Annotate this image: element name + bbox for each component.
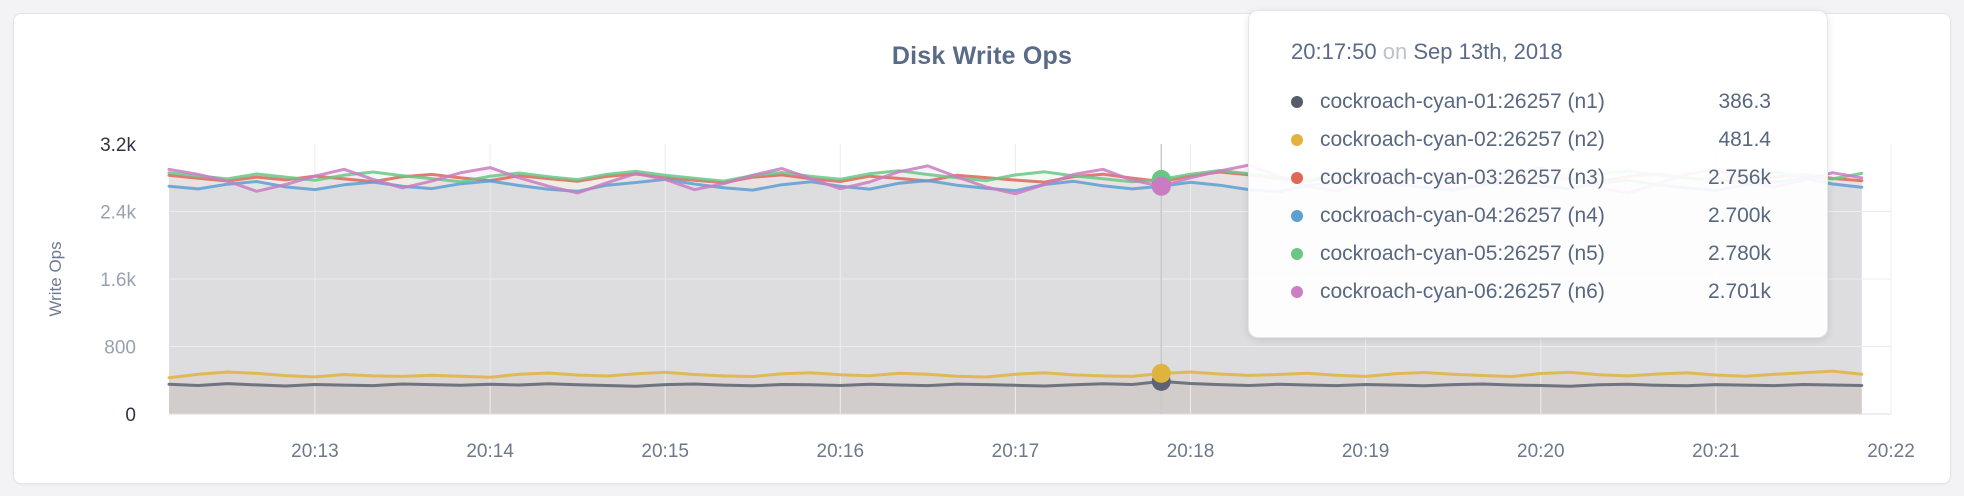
- series-value: 2.780k: [1707, 242, 1771, 265]
- x-tick-label: 20:22: [1867, 441, 1915, 462]
- series-label: cockroach-cyan-06:26257 (n6): [1320, 280, 1605, 303]
- y-tick-label: 1.6k: [100, 270, 136, 291]
- series-label: cockroach-cyan-04:26257 (n4): [1320, 204, 1605, 227]
- x-tick-label: 20:18: [1167, 441, 1215, 462]
- hover-dot-2: [1151, 363, 1171, 383]
- series-color-dot: [1291, 96, 1303, 108]
- tooltip-row: cockroach-cyan-03:26257 (n3) 2.756k: [1291, 159, 1771, 197]
- tooltip-conjunction: on: [1382, 39, 1408, 64]
- x-tick-label: 20:13: [291, 441, 339, 462]
- hover-tooltip: 20:17:50 on Sep 13th, 2018 cockroach-cya…: [1248, 10, 1828, 338]
- series-color-dot: [1291, 134, 1303, 146]
- series-value: 481.4: [1718, 128, 1771, 151]
- tooltip-date: Sep 13th, 2018: [1413, 39, 1563, 64]
- hover-dot-6: [1151, 176, 1171, 196]
- chart-title: Disk Write Ops: [891, 42, 1073, 70]
- tooltip-rows: cockroach-cyan-01:26257 (n1) 386.3 cockroa…: [1291, 83, 1771, 311]
- x-tick-label: 20:16: [817, 441, 865, 462]
- x-tick-label: 20:21: [1692, 441, 1740, 462]
- tooltip-row: cockroach-cyan-04:26257 (n4) 2.700k: [1291, 197, 1771, 235]
- y-tick-label: 0: [125, 405, 136, 426]
- series-color-dot: [1291, 286, 1303, 298]
- x-tick-label: 20:17: [992, 441, 1040, 462]
- x-tick-label: 20:15: [641, 441, 689, 462]
- tooltip-row: cockroach-cyan-01:26257 (n1) 386.3: [1291, 83, 1771, 121]
- series-value: 2.756k: [1707, 166, 1771, 189]
- series-line-1: [167, 379, 1864, 388]
- y-tick-label: 3.2k: [100, 135, 136, 156]
- tooltip-header: 20:17:50 on Sep 13th, 2018: [1291, 39, 1771, 65]
- series-value: 2.700k: [1707, 204, 1771, 227]
- series-label: cockroach-cyan-02:26257 (n2): [1320, 128, 1605, 151]
- series-label: cockroach-cyan-05:26257 (n5): [1320, 242, 1605, 265]
- axis-tick-labels: 0 800 1.6k 2.4k 3.2k 20:13 20:14 20:15 20:16 20:1…: [100, 135, 1915, 462]
- y-tick-label: 2.4k: [100, 203, 136, 224]
- x-tick-label: 20:14: [466, 441, 514, 462]
- series-value: 2.701k: [1707, 280, 1771, 303]
- x-tick-label: 20:19: [1342, 441, 1390, 462]
- hover-dots: [1151, 169, 1171, 391]
- series-line-2: [167, 369, 1864, 380]
- y-tick-label: 800: [104, 338, 136, 359]
- tooltip-time: 20:17:50: [1291, 39, 1377, 64]
- tooltip-row: cockroach-cyan-02:26257 (n2) 481.4: [1291, 121, 1771, 159]
- series-color-dot: [1291, 248, 1303, 260]
- series-color-dot: [1291, 210, 1303, 222]
- tooltip-row: cockroach-cyan-05:26257 (n5) 2.780k: [1291, 235, 1771, 273]
- series-color-dot: [1291, 172, 1303, 184]
- tooltip-row: cockroach-cyan-06:26257 (n6) 2.701k: [1291, 273, 1771, 311]
- series-value: 386.3: [1718, 90, 1771, 113]
- series-label: cockroach-cyan-01:26257 (n1): [1320, 90, 1605, 113]
- x-tick-label: 20:20: [1517, 441, 1565, 462]
- series-label: cockroach-cyan-03:26257 (n3): [1320, 166, 1605, 189]
